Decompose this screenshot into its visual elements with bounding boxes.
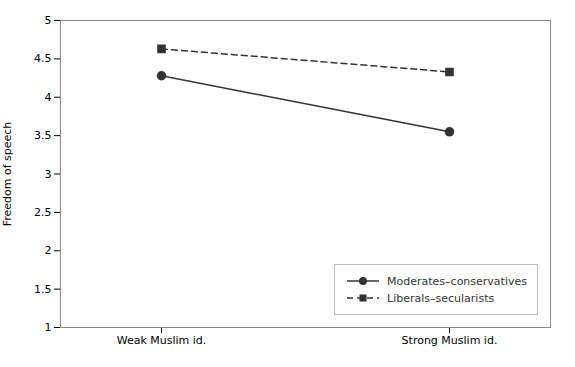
svg-text:2: 2 <box>45 244 52 257</box>
svg-text:Weak Muslim id.: Weak Muslim id. <box>117 334 207 347</box>
html-text:Moderates–conservatives: Moderates–conservatives <box>387 274 527 288</box>
svg-text:5: 5 <box>45 14 52 27</box>
svg-text:4: 4 <box>45 91 52 104</box>
svg-text:2.5: 2.5 <box>34 206 52 219</box>
svg-text:Strong Muslim id.: Strong Muslim id. <box>402 334 498 347</box>
svg-text:1.5: 1.5 <box>34 283 52 296</box>
svg-text:3.5: 3.5 <box>34 129 52 142</box>
svg-text:Freedom of speech: Freedom of speech <box>1 122 14 227</box>
svg-text:3: 3 <box>45 168 52 181</box>
svg-text:4.5: 4.5 <box>34 52 52 65</box>
svg-text:1: 1 <box>45 321 52 334</box>
html-text:Liberals–secularists: Liberals–secularists <box>387 291 495 305</box>
